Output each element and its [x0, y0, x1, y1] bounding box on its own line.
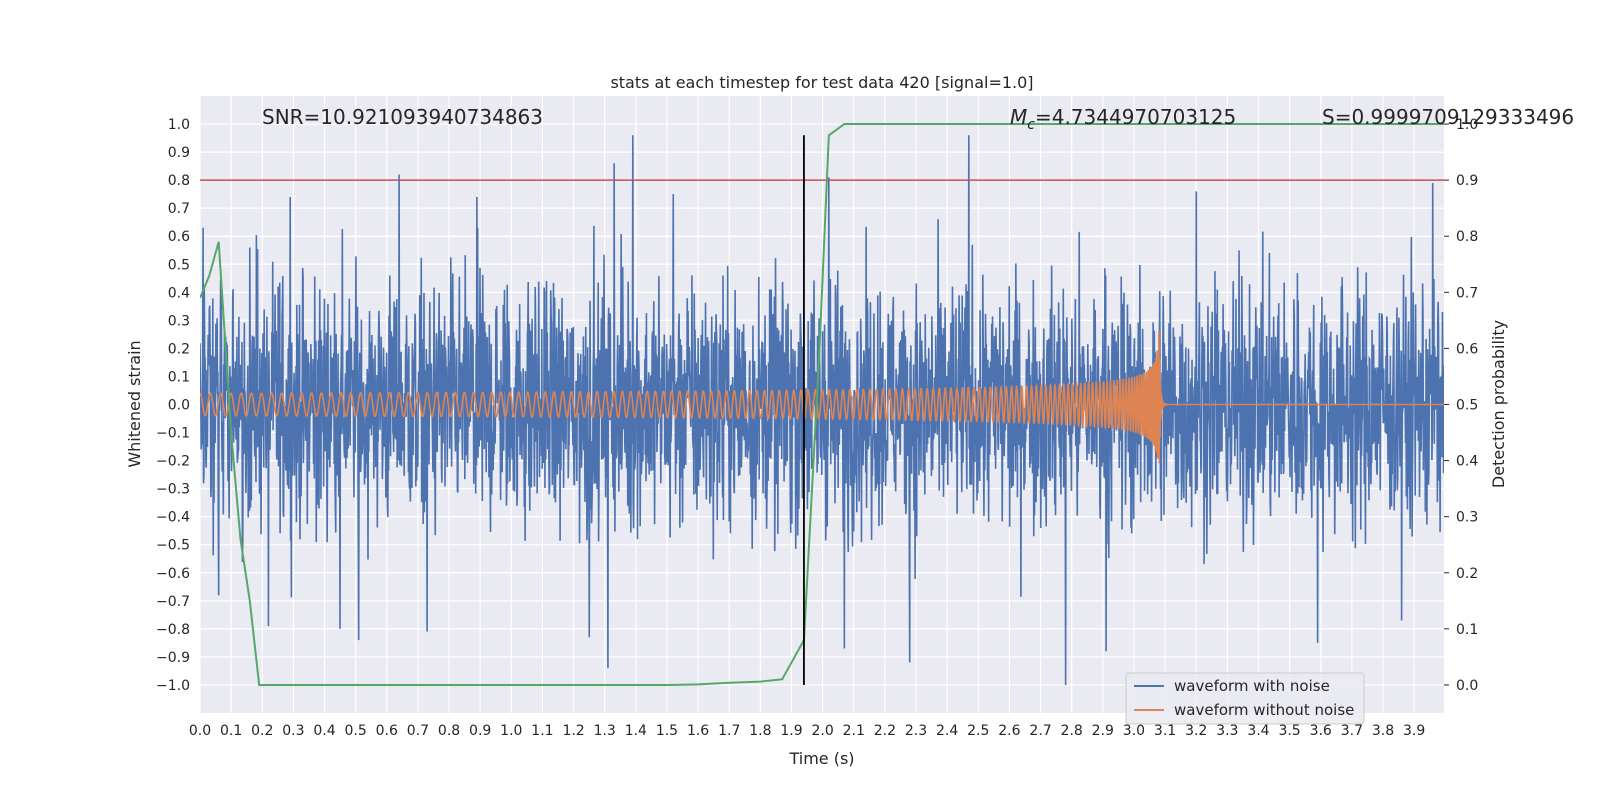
- y-tick-label: −0.3: [156, 482, 190, 498]
- x-tick-label: 0.8: [438, 723, 460, 739]
- snr-annotation: SNR=10.921093940734863: [262, 105, 543, 129]
- x-tick-label: 1.7: [718, 723, 740, 739]
- x-tick-label: 1.1: [531, 723, 553, 739]
- x-tick-label: 1.9: [780, 723, 802, 739]
- x-tick-label: 3.0: [1123, 723, 1145, 739]
- mc-symbol: M: [1010, 105, 1027, 129]
- x-axis-label: Time (s): [788, 749, 854, 768]
- x-tick-label: 2.4: [936, 723, 958, 739]
- y2-tick-label: 0.9: [1456, 173, 1478, 189]
- y-tick-label: −0.6: [156, 566, 190, 582]
- x-tick-label: 2.8: [1061, 723, 1083, 739]
- y-tick-label: −0.2: [156, 454, 190, 470]
- y2-tick-label: 0.3: [1456, 510, 1478, 526]
- y-axis-label: Whitened strain: [125, 340, 144, 467]
- y-tick-label: 1.0: [168, 117, 190, 133]
- x-tick-label: 1.3: [594, 723, 616, 739]
- mc-subscript: c: [1027, 117, 1035, 133]
- y-tick-label: 0.4: [168, 285, 190, 301]
- x-tick-label: 0.3: [282, 723, 304, 739]
- x-tick-label: 0.0: [189, 723, 211, 739]
- x-tick-label: 3.8: [1372, 723, 1394, 739]
- x-tick-label: 2.3: [905, 723, 927, 739]
- legend: waveform with noise waveform without noi…: [1125, 672, 1365, 725]
- y2-tick-label: 0.1: [1456, 622, 1478, 638]
- series-line-detection-probability: [200, 123, 1444, 686]
- y-tick-label: 0.5: [168, 257, 190, 273]
- x-tick-label: 2.9: [1092, 723, 1114, 739]
- y-tick-label: 0.1: [168, 369, 190, 385]
- x-tick-label: 3.3: [1216, 723, 1238, 739]
- y-tick-label: −0.1: [156, 426, 190, 442]
- x-tick-label: 3.7: [1341, 723, 1363, 739]
- x-tick-label: 3.9: [1403, 723, 1425, 739]
- s-annotation: S=0.9999709129333496: [1322, 105, 1574, 129]
- y2-tick-label: 0.6: [1456, 341, 1478, 357]
- x-tick-label: 2.5: [967, 723, 989, 739]
- x-tick-label: 0.1: [220, 723, 242, 739]
- y-tick-label: 0.9: [168, 145, 190, 161]
- y2-tick-label: 0.8: [1456, 229, 1478, 245]
- legend-box: [1125, 672, 1365, 725]
- x-tick-label: 0.9: [469, 723, 491, 739]
- x-tick-label: 2.6: [998, 723, 1020, 739]
- y-tick-label: −1.0: [156, 678, 190, 694]
- x-tick-label: 3.4: [1247, 723, 1269, 739]
- legend-label-clean: waveform without noise: [1174, 701, 1354, 719]
- x-tick-label: 3.1: [1154, 723, 1176, 739]
- x-tick-label: 0.7: [407, 723, 429, 739]
- y2-tick-label: 1.0: [1456, 117, 1478, 133]
- y2-tick-label: 0.4: [1456, 454, 1478, 470]
- ticks: 0.0 0.1 0.2 0.3 0.4 0.5 0.6 0.7 0.8 0.9 1.0 1.1 1.2 1…: [156, 117, 1478, 739]
- y-tick-label: 0.2: [168, 341, 190, 357]
- x-tick-label: 2.2: [874, 723, 896, 739]
- x-tick-label: 3.6: [1310, 723, 1332, 739]
- x-tick-label: 1.2: [562, 723, 584, 739]
- y-tick-label: 0.6: [168, 229, 190, 245]
- y2-tick-label: 0.0: [1456, 678, 1478, 694]
- y-tick-label: 0.3: [168, 313, 190, 329]
- y-tick-label: 0.0: [168, 398, 190, 414]
- x-tick-label: 0.4: [313, 723, 335, 739]
- x-tick-label: 2.0: [811, 723, 833, 739]
- y-tick-label: −0.5: [156, 538, 190, 554]
- x-tick-label: 1.0: [500, 723, 522, 739]
- x-tick-label: 1.8: [749, 723, 771, 739]
- y-tick-label: −0.8: [156, 622, 190, 638]
- x-tick-label: 1.6: [687, 723, 709, 739]
- mc-annotation: Mc=4.7344970703125: [1010, 105, 1236, 133]
- y-tick-label: −0.7: [156, 594, 190, 610]
- y-tick-label: −0.4: [156, 510, 190, 526]
- y-tick-label: 0.8: [168, 173, 190, 189]
- x-tick-label: 1.4: [625, 723, 647, 739]
- mc-value: =4.7344970703125: [1035, 105, 1236, 129]
- x-tick-label: 0.2: [251, 723, 273, 739]
- x-tick-label: 3.5: [1278, 723, 1300, 739]
- x-tick-label: 0.5: [345, 723, 367, 739]
- x-tick-label: 2.1: [843, 723, 865, 739]
- y-tick-label: 0.7: [168, 201, 190, 217]
- x-tick-label: 2.7: [1029, 723, 1051, 739]
- series-line-waveform-without-noise: [200, 331, 1444, 464]
- y2-tick-label: 0.2: [1456, 566, 1478, 582]
- y2-tick-label: 0.7: [1456, 285, 1478, 301]
- y2-tick-label: 0.5: [1456, 398, 1478, 414]
- series-line-waveform-with-noise: [200, 135, 1444, 685]
- x-tick-label: 1.5: [656, 723, 678, 739]
- legend-label-noise: waveform with noise: [1174, 677, 1330, 695]
- y2-axis-label: Detection probability: [1489, 320, 1508, 488]
- x-tick-label: 3.2: [1185, 723, 1207, 739]
- y-tick-label: −0.9: [156, 650, 190, 666]
- chart-title: stats at each timestep for test data 420…: [610, 73, 1033, 92]
- x-tick-label: 0.6: [376, 723, 398, 739]
